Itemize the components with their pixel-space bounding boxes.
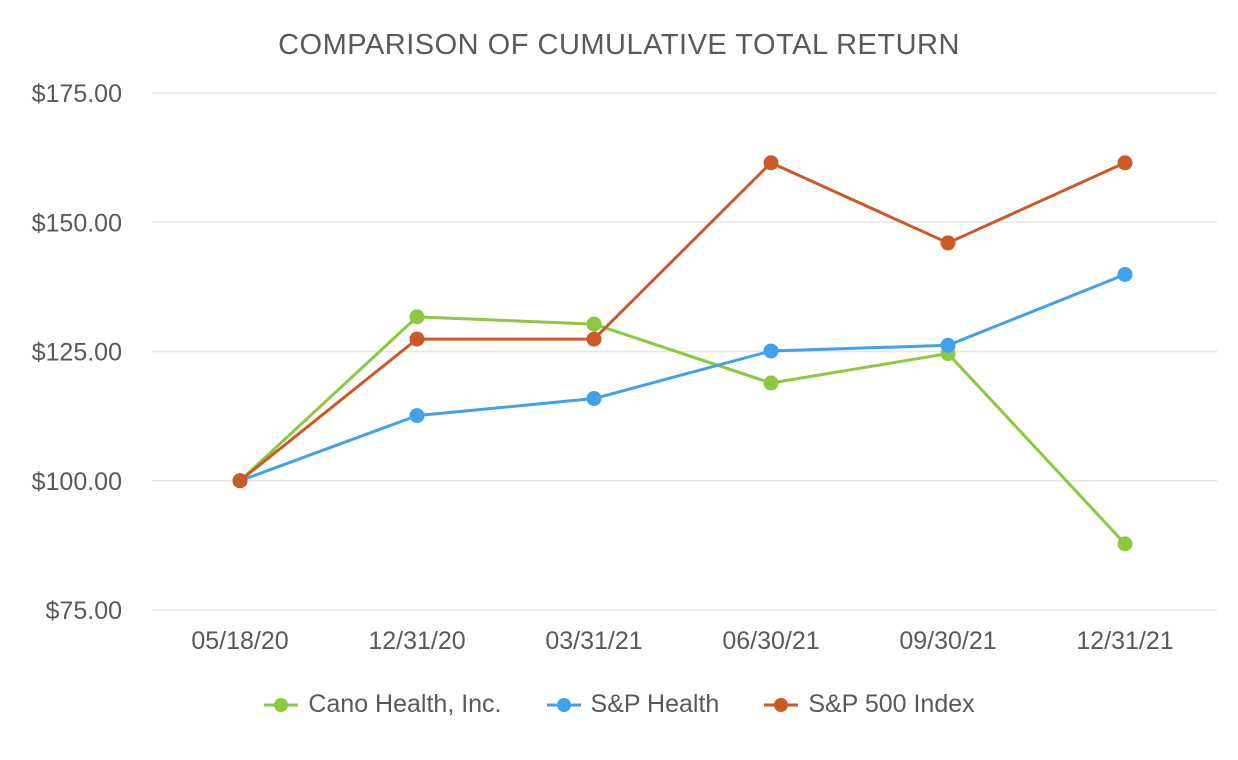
data-point-cano-health-inc	[763, 375, 779, 391]
chart-title: COMPARISON OF CUMULATIVE TOTAL RETURN	[278, 29, 960, 61]
series-line-s-p-500-index	[238, 161, 1127, 483]
legend-marker-dot	[774, 697, 789, 712]
data-point-s-p-500-index	[232, 473, 248, 489]
legend-marker-dot	[556, 697, 571, 712]
legend-marker-icon	[264, 697, 299, 712]
data-point-s-p-health	[763, 343, 779, 359]
data-point-s-p-health	[1117, 266, 1133, 282]
data-point-s-p-health	[586, 391, 602, 407]
x-tick-label: 12/31/20	[368, 627, 465, 655]
legend-label: Cano Health, Inc.	[308, 690, 502, 718]
y-tick-label: $125.00	[32, 339, 122, 367]
data-point-s-p-health	[940, 337, 956, 353]
y-tick-label: $150.00	[32, 209, 122, 237]
y-tick-label: $175.00	[32, 80, 122, 108]
data-point-s-p-500-index	[409, 331, 425, 347]
legend-label: S&P Health	[590, 690, 720, 718]
x-tick-label: 05/18/20	[191, 627, 288, 655]
series-line-cano-health-inc	[238, 315, 1127, 546]
y-tick-label: $75.00	[46, 597, 122, 625]
data-point-s-p-500-index	[586, 331, 602, 347]
legend-item-s-p-500-index: S&P 500 Index	[763, 690, 975, 719]
legend-item-s-p-health: S&P Health	[546, 690, 720, 719]
legend-item-cano-health-inc: Cano Health, Inc.	[263, 690, 502, 719]
legend-marker-icon	[764, 697, 799, 712]
legend-marker-dot	[274, 697, 289, 712]
data-point-s-p-500-index	[940, 235, 956, 251]
data-point-s-p-health	[409, 408, 425, 424]
legend-label: S&P 500 Index	[808, 690, 975, 718]
series-line-s-p-health	[238, 272, 1127, 483]
data-point-cano-health-inc	[586, 316, 602, 332]
x-tick-label: 09/30/21	[899, 627, 996, 655]
legend-marker-icon	[546, 697, 581, 712]
x-tick-label: 12/31/21	[1076, 627, 1173, 655]
data-point-s-p-500-index	[1117, 155, 1133, 171]
chart-legend: Cano Health, Inc. S&P Health S&P 500 Index	[0, 690, 1238, 719]
data-point-cano-health-inc	[1117, 536, 1133, 552]
y-tick-label: $100.00	[32, 468, 122, 496]
data-point-cano-health-inc	[409, 309, 425, 325]
x-tick-label: 06/30/21	[722, 627, 819, 655]
x-tick-label: 03/31/21	[545, 627, 642, 655]
data-point-s-p-500-index	[763, 155, 779, 171]
